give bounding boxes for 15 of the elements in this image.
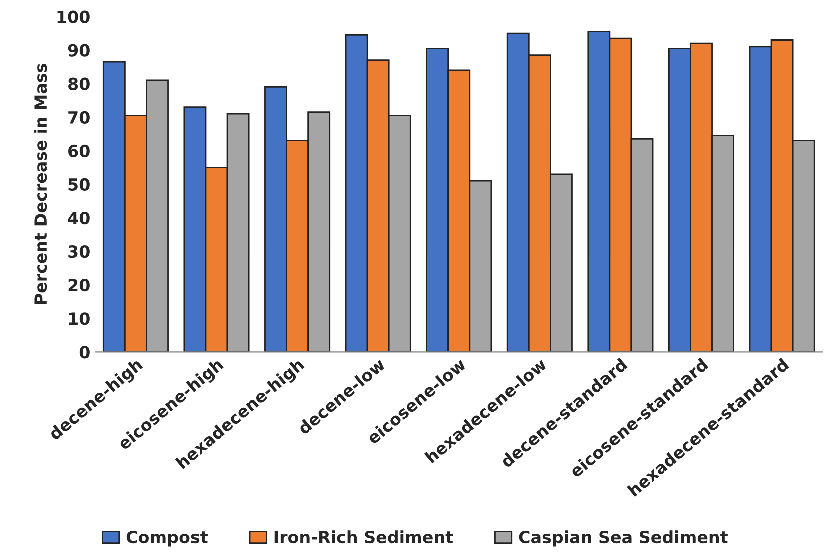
y-tick-label: 90: [68, 44, 90, 57]
y-tick-label: 10: [69, 312, 90, 326]
legend-label: Iron-Rich Sediment: [274, 530, 454, 544]
y-tick-label: 70: [68, 111, 90, 124]
y-tick-label: 50: [68, 178, 90, 192]
y-tick-label: 80: [68, 78, 90, 90]
y-tick-label: 40: [68, 212, 90, 225]
legend-label: Compost: [126, 530, 208, 547]
y-tick-label: 100: [58, 10, 90, 24]
legend-label: Caspian Sea Sediment: [519, 530, 728, 547]
y-axis-title: Percent Decrease in Mass: [34, 64, 48, 304]
y-tick-label: 0: [80, 346, 90, 359]
y-tick-label: 60: [68, 144, 90, 158]
y-tick-label: 20: [68, 279, 90, 292]
y-tick-label: 30: [68, 246, 90, 258]
